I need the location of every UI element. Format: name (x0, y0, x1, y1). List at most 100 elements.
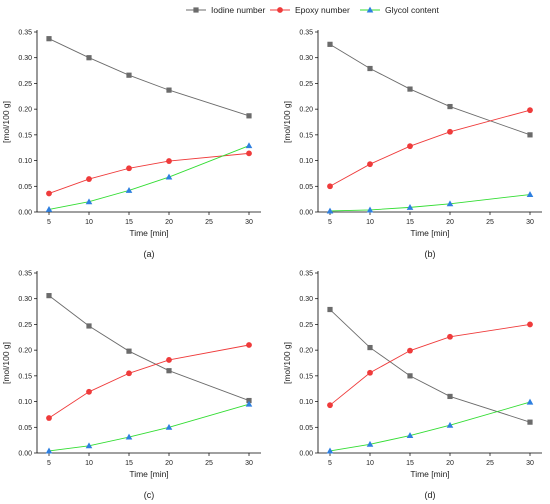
data-point (526, 398, 534, 405)
x-tick-label: 30 (526, 460, 534, 467)
series-line-1 (48, 295, 250, 401)
legend-label: Epoxy number (295, 5, 350, 15)
panel-label: (a) (144, 249, 155, 259)
y-tick-label: 0.20 (299, 107, 313, 114)
data-point (126, 348, 132, 354)
y-axis-title: [mol/100 g] (282, 101, 292, 143)
chart-panel-4: 0.00 0.05 0.10 0.15 0.20 0.25 0.30 0.35 5 10 15 20 2… (282, 271, 542, 500)
series-line-2 (48, 344, 250, 419)
y-tick-label: 0.00 (299, 451, 313, 458)
data-point (245, 142, 253, 149)
x-tick-label: 15 (125, 460, 133, 467)
series-line-3 (48, 145, 250, 210)
data-point (166, 158, 172, 164)
x-tick-label: 5 (47, 219, 51, 226)
y-tick-label: 0.05 (18, 184, 32, 191)
data-point (447, 393, 453, 400)
panel-label: (c) (144, 490, 155, 500)
data-point (86, 55, 92, 61)
y-tick-label: 0.00 (18, 210, 32, 217)
data-point (166, 357, 172, 363)
data-point (527, 321, 533, 328)
data-point (45, 206, 53, 212)
data-point (327, 41, 333, 47)
data-point (46, 190, 52, 197)
data-point (166, 87, 172, 93)
x-axis-title: Time [min] (129, 469, 168, 479)
series-line-3 (329, 194, 531, 212)
data-point (446, 200, 454, 207)
data-point (367, 161, 373, 168)
series-line-1 (48, 38, 250, 117)
x-tick-label: 15 (125, 219, 133, 226)
data-point (327, 306, 333, 313)
y-tick-label: 0.35 (299, 30, 313, 37)
data-point (46, 415, 52, 421)
data-point (86, 388, 92, 395)
data-point (245, 400, 253, 407)
data-point (407, 347, 413, 354)
y-axis-title: [mol/100 g] (1, 101, 11, 143)
series-line-2 (48, 152, 250, 194)
x-tick-label: 5 (328, 219, 332, 226)
legend-label: Iodine number (211, 5, 266, 15)
y-tick-label: 0.35 (18, 271, 32, 278)
y-tick-label: 0.35 (18, 30, 32, 37)
data-point (527, 107, 533, 114)
data-point (447, 333, 453, 340)
x-tick-label: 25 (205, 460, 213, 467)
data-point (246, 113, 252, 119)
x-tick-label: 30 (245, 460, 253, 467)
data-point (407, 143, 413, 150)
data-point (367, 369, 373, 376)
y-tick-label: 0.05 (299, 425, 313, 432)
y-tick-label: 0.10 (299, 158, 313, 165)
data-point (45, 447, 53, 454)
panel-label: (b) (425, 249, 436, 259)
y-tick-label: 0.25 (18, 322, 32, 329)
y-tick-label: 0.30 (299, 296, 313, 303)
data-point (246, 342, 252, 348)
y-tick-label: 0.15 (299, 132, 313, 139)
data-point (126, 370, 132, 377)
legend-item: Glycol content (360, 5, 439, 15)
data-point (406, 203, 414, 210)
x-tick-label: 10 (85, 219, 93, 226)
chart-panel-3: 0.00 0.05 0.10 0.15 0.20 0.25 0.30 0.35 5 10 15 20 2… (1, 271, 261, 500)
legend-marker (366, 6, 374, 13)
x-tick-label: 25 (486, 219, 494, 226)
chart-panel-2: 0.00 0.05 0.10 0.15 0.20 0.25 0.30 0.35 5 10 15 20 2… (282, 30, 542, 259)
x-tick-label: 25 (205, 219, 213, 226)
x-tick-label: 5 (47, 460, 51, 467)
series-line-2 (329, 109, 531, 187)
y-tick-label: 0.00 (18, 451, 32, 458)
data-point (326, 447, 334, 454)
x-tick-label: 10 (366, 219, 374, 226)
y-tick-label: 0.30 (18, 296, 32, 303)
y-tick-label: 0.30 (18, 55, 32, 62)
data-point (125, 187, 133, 193)
series-line-1 (329, 43, 531, 136)
legend: Iodine number Epoxy number Glycol content (186, 5, 439, 15)
y-tick-label: 0.05 (18, 425, 32, 432)
x-tick-label: 25 (486, 460, 494, 467)
data-point (125, 433, 133, 440)
x-axis-title: Time [min] (129, 228, 168, 238)
data-point (126, 165, 132, 172)
data-point (85, 198, 93, 205)
y-tick-label: 0.15 (18, 373, 32, 380)
y-tick-label: 0.05 (299, 184, 313, 191)
legend-marker (277, 7, 283, 13)
x-tick-label: 15 (406, 219, 414, 226)
y-tick-label: 0.25 (299, 81, 313, 88)
y-tick-label: 0.20 (299, 348, 313, 355)
data-point (526, 191, 534, 198)
y-tick-label: 0.10 (18, 158, 32, 165)
data-point (246, 150, 252, 157)
series-line-3 (48, 403, 250, 452)
y-tick-label: 0.10 (18, 399, 32, 406)
y-tick-label: 0.00 (299, 210, 313, 217)
x-tick-label: 20 (446, 460, 454, 467)
x-tick-label: 30 (245, 219, 253, 226)
